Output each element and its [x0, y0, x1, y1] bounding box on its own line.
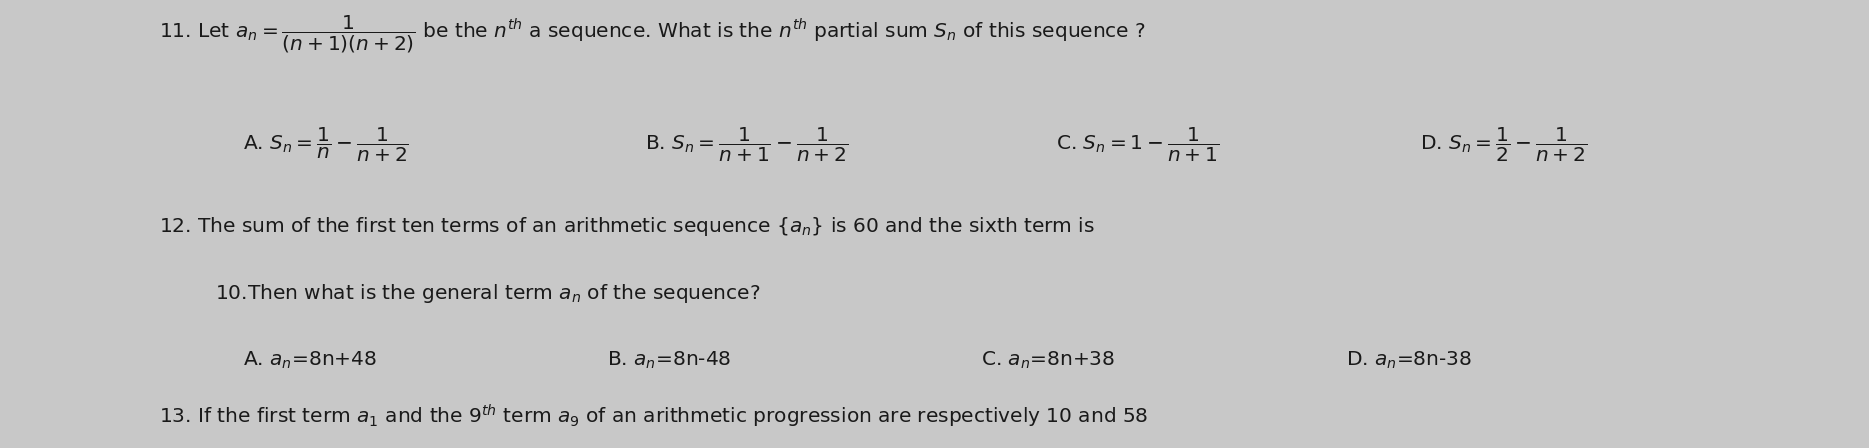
Text: A. $a_n$=8n+48: A. $a_n$=8n+48 [243, 349, 378, 371]
Text: A. $S_n = \dfrac{1}{n} - \dfrac{1}{n+2}$: A. $S_n = \dfrac{1}{n} - \dfrac{1}{n+2}$ [243, 125, 409, 164]
Text: C. $a_n$=8n+38: C. $a_n$=8n+38 [981, 349, 1116, 371]
Text: 13. If the first term $a_1$ and the $9^{th}$ term $a_9$ of an arithmetic progres: 13. If the first term $a_1$ and the $9^{… [159, 403, 1148, 431]
Text: 11. Let $a_n = \dfrac{1}{(n+1)(n+2)}$ be the $n^{th}$ a sequence. What is the $n: 11. Let $a_n = \dfrac{1}{(n+1)(n+2)}$ be… [159, 13, 1146, 55]
Text: D. $S_n = \dfrac{1}{2} - \dfrac{1}{n+2}$: D. $S_n = \dfrac{1}{2} - \dfrac{1}{n+2}$ [1420, 125, 1589, 164]
Text: 10.Then what is the general term $a_n$ of the sequence?: 10.Then what is the general term $a_n$ o… [215, 282, 761, 305]
Text: 12. The sum of the first ten terms of an arithmetic sequence $\{a_n\}$ is 60 and: 12. The sum of the first ten terms of an… [159, 215, 1095, 238]
Text: B. $S_n = \dfrac{1}{n+1} - \dfrac{1}{n+2}$: B. $S_n = \dfrac{1}{n+1} - \dfrac{1}{n+2… [645, 125, 849, 164]
Text: C. $S_n = 1 - \dfrac{1}{n+1}$: C. $S_n = 1 - \dfrac{1}{n+1}$ [1056, 125, 1220, 164]
Text: D. $a_n$=8n-38: D. $a_n$=8n-38 [1346, 349, 1471, 371]
Text: B. $a_n$=8n-48: B. $a_n$=8n-48 [607, 349, 733, 371]
